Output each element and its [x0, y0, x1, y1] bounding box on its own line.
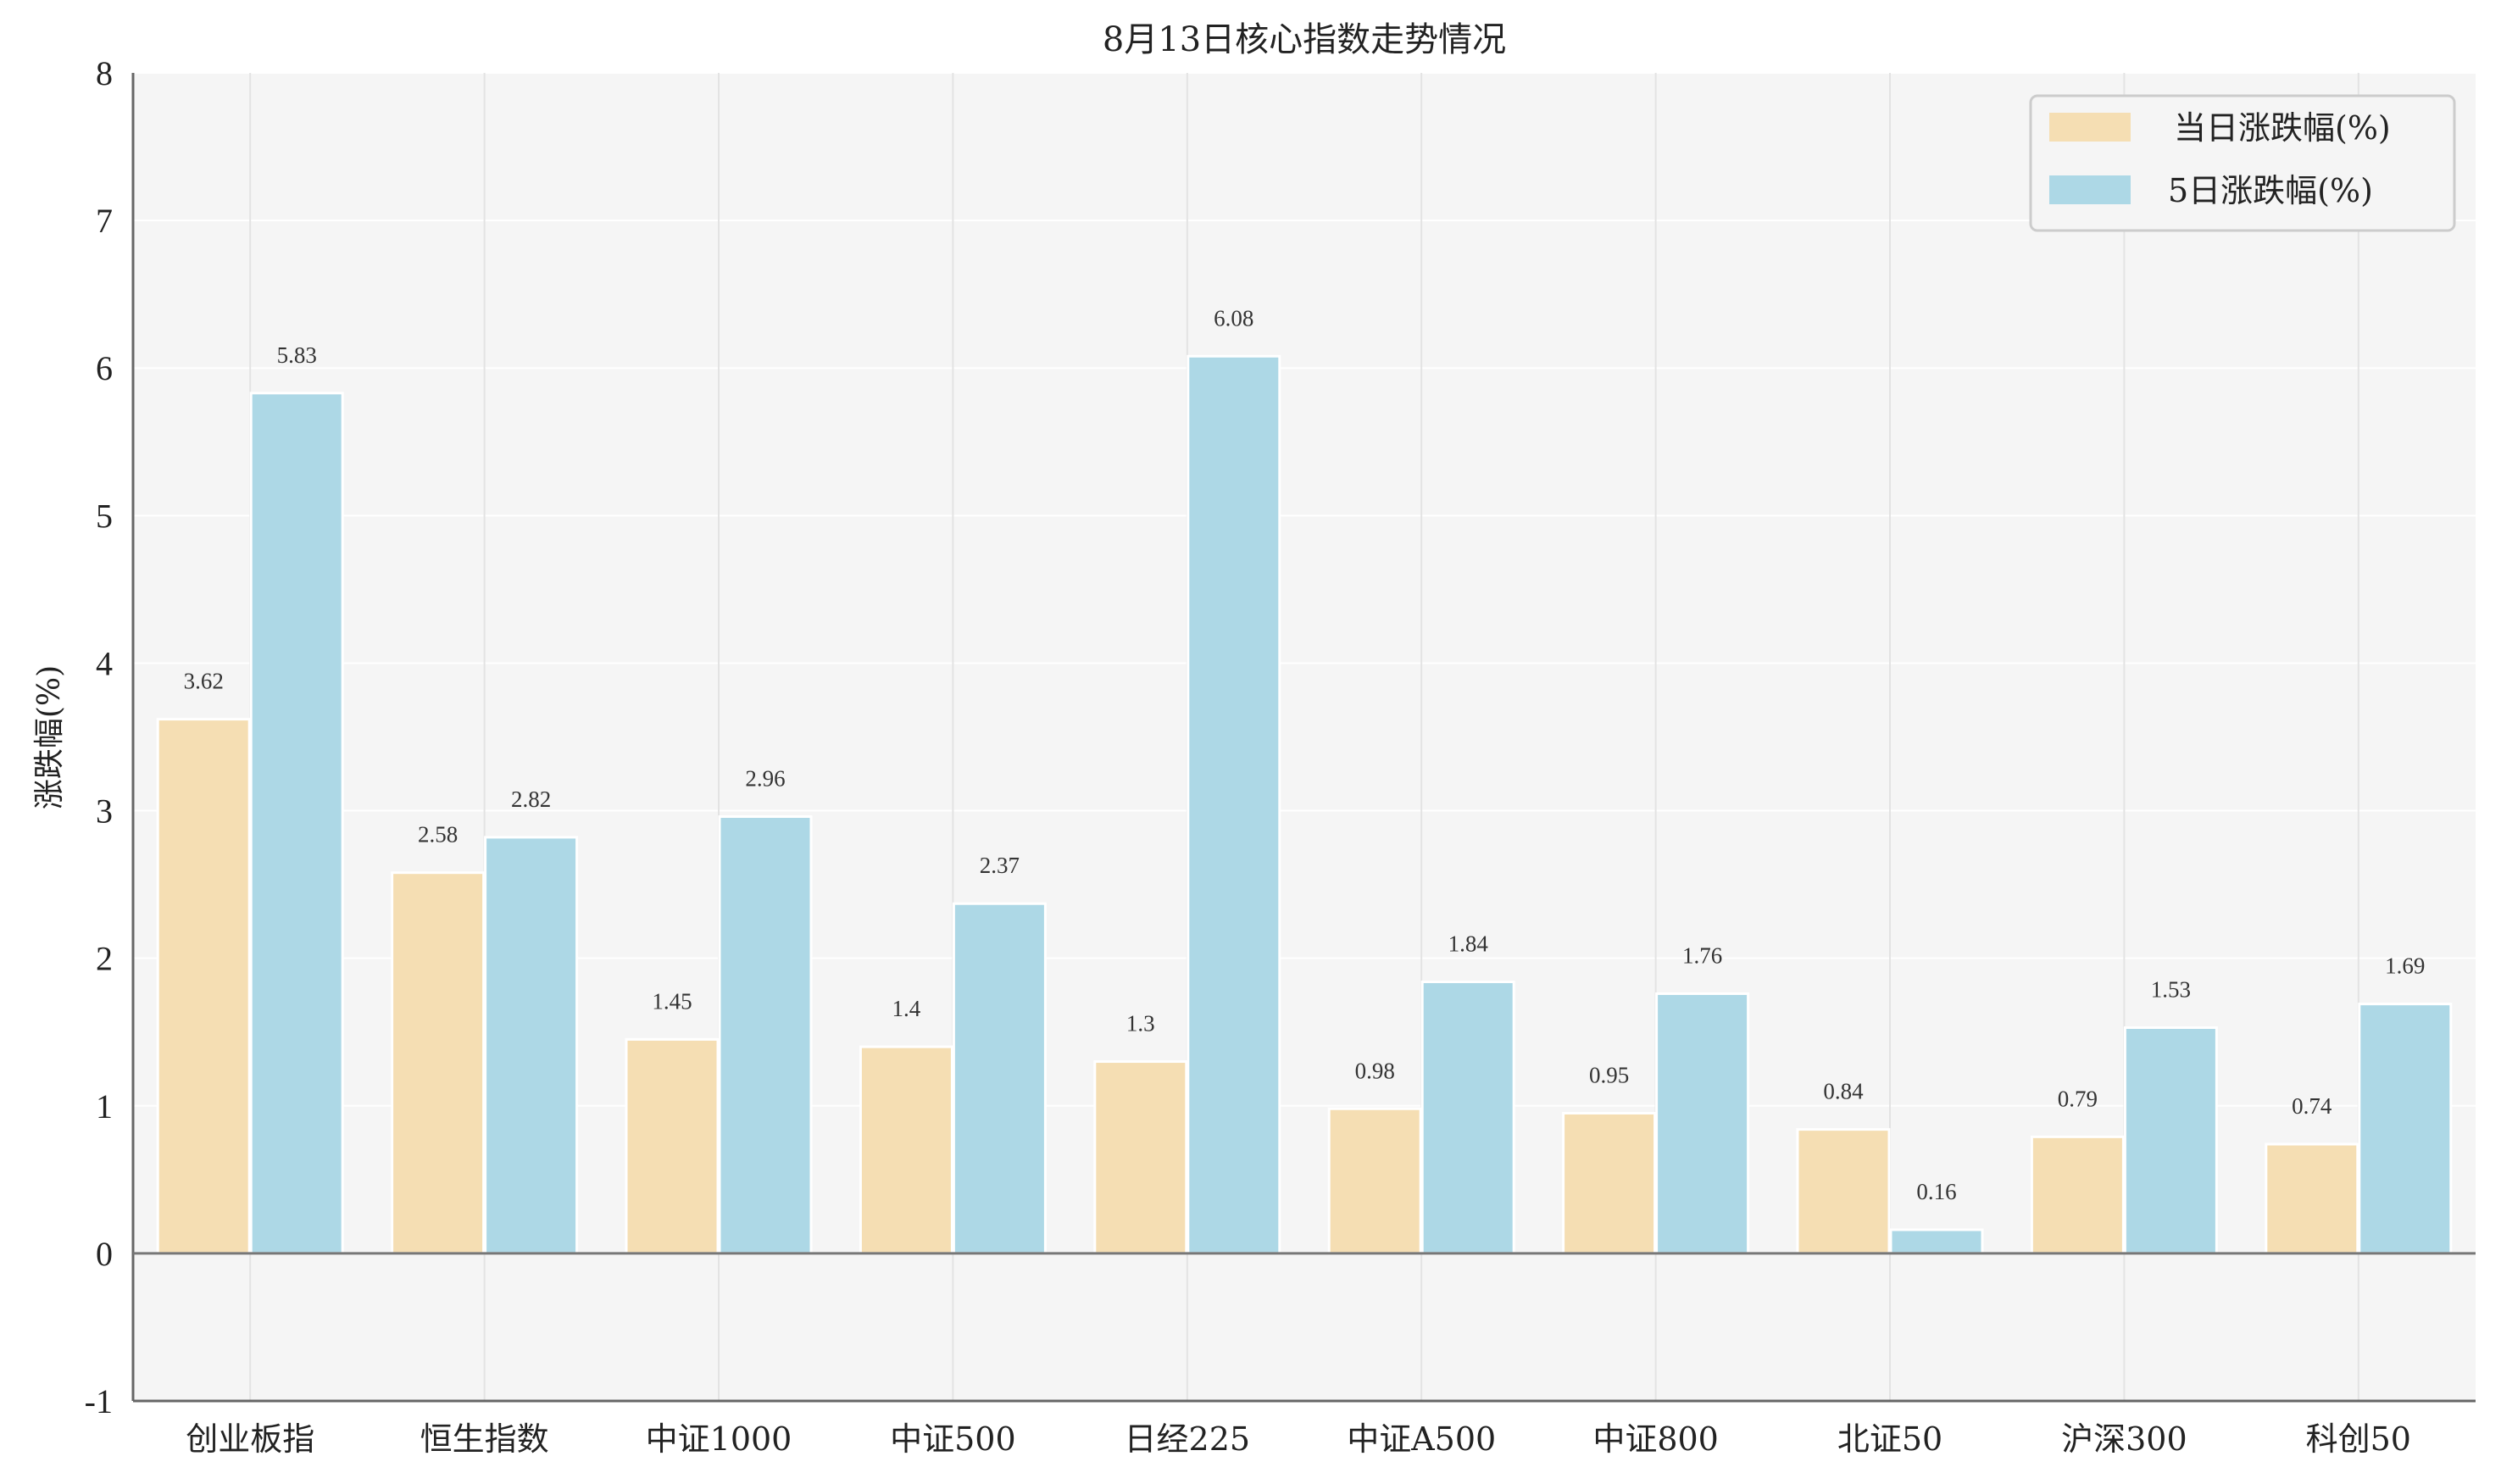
data-label-5day-0: 5.83: [277, 342, 317, 368]
bar-5day-4: [1187, 354, 1281, 1255]
data-label-daily-7: 0.84: [1823, 1079, 1864, 1104]
bar-5day-8: [2123, 1025, 2218, 1255]
y-axis-label: 涨跌幅(%): [32, 665, 67, 809]
data-label-5day-7: 0.16: [1916, 1179, 1956, 1204]
bar-daily-4: [1093, 1060, 1188, 1255]
x-tick-label: 科创50: [2306, 1420, 2411, 1458]
axes: -1 0 1 2 3 4 5 6 7 8 创业板指 恒生指数 中证1000 中证500 日经225 中证A50…: [85, 54, 2476, 1458]
bars: [156, 354, 2453, 1255]
bar-5day-3: [952, 902, 1047, 1255]
y-tick-label: 7: [96, 202, 113, 240]
x-tick-label: 日经225: [1125, 1420, 1251, 1458]
bar-daily-6: [1562, 1111, 1657, 1255]
x-tick-label: 中证A500: [1347, 1420, 1496, 1458]
data-label-5day-4: 6.08: [1214, 305, 1253, 331]
data-labels: 3.62 2.58 1.45 1.4 1.3 0.98 0.95 0.84 0.79 0.74 5.…: [184, 305, 2426, 1204]
y-tick-label: 4: [96, 644, 113, 682]
bar-daily-5: [1327, 1107, 1422, 1255]
bar-daily-0: [156, 718, 251, 1255]
chart-title: 8月13日核心指数走势情况: [1103, 20, 1506, 59]
bar-daily-7: [1796, 1128, 1891, 1255]
y-tick-label: 8: [96, 54, 113, 92]
y-tick-label: -1: [85, 1382, 113, 1420]
bar-5day-6: [1655, 992, 1750, 1255]
data-label-daily-3: 1.4: [892, 996, 921, 1021]
data-label-5day-3: 2.37: [980, 853, 1020, 878]
bar-daily-2: [625, 1037, 720, 1255]
x-tick-label: 沪深300: [2061, 1420, 2187, 1458]
x-tick-label: 中证500: [890, 1420, 1016, 1458]
x-tick-label: 中证800: [1592, 1420, 1719, 1458]
x-tick-label: 创业板指: [186, 1420, 314, 1458]
data-label-daily-5: 0.98: [1355, 1058, 1395, 1083]
legend-label-daily: 当日涨跌幅(%): [2174, 109, 2391, 147]
y-tick-label: 2: [96, 940, 113, 978]
data-label-5day-6: 1.76: [1682, 942, 1722, 968]
bar-5day-9: [2358, 1003, 2453, 1255]
data-label-5day-5: 1.84: [1448, 931, 1489, 957]
data-label-daily-8: 0.79: [2058, 1086, 2098, 1111]
y-tick-label: 3: [96, 792, 113, 831]
data-label-daily-4: 1.3: [1126, 1011, 1155, 1037]
y-tick-label: 6: [96, 349, 113, 387]
bar-daily-8: [2030, 1135, 2125, 1255]
y-tick-label: 5: [96, 497, 113, 535]
data-label-daily-6: 0.95: [1589, 1062, 1629, 1087]
bar-daily-9: [2265, 1142, 2359, 1255]
bar-5day-7: [1889, 1228, 1984, 1255]
data-label-daily-2: 1.45: [652, 988, 692, 1014]
data-label-daily-1: 2.58: [418, 822, 458, 848]
x-tick-label: 中证1000: [646, 1420, 792, 1458]
x-tick-label: 恒生指数: [420, 1420, 549, 1458]
legend-swatch-daily: [2049, 113, 2131, 142]
y-tick-label: 0: [96, 1235, 113, 1273]
legend-box: [2029, 94, 2456, 232]
legend-swatch-5day: [2049, 175, 2131, 204]
legend: 当日涨跌幅(%) 5日涨跌幅(%): [2029, 94, 2456, 232]
data-label-5day-8: 1.53: [2151, 976, 2191, 1002]
data-label-5day-9: 1.69: [2385, 953, 2425, 979]
legend-label-5day: 5日涨跌幅(%): [2168, 172, 2373, 209]
data-label-5day-2: 2.96: [745, 766, 785, 792]
bar-5day-5: [1420, 981, 1515, 1255]
bar-5day-0: [249, 392, 344, 1255]
bar-daily-3: [859, 1045, 953, 1255]
bar-5day-1: [484, 836, 579, 1255]
x-tick-label: 北证50: [1837, 1420, 1942, 1458]
y-tick-label: 1: [96, 1087, 113, 1126]
data-label-5day-1: 2.82: [511, 786, 551, 812]
bar-daily-1: [391, 871, 486, 1255]
bar-5day-2: [718, 815, 813, 1255]
data-label-daily-9: 0.74: [2292, 1093, 2332, 1119]
data-label-daily-0: 3.62: [184, 669, 224, 694]
